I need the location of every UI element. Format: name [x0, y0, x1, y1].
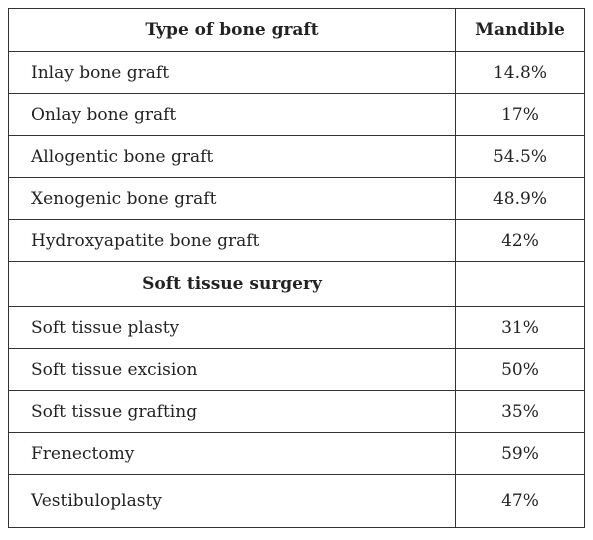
- row: Inlay bone graft 14.8%: [8, 51, 585, 94]
- label-cell: Soft tissue plasty: [8, 306, 456, 349]
- row: Soft tissue plasty 31%: [8, 306, 585, 349]
- header-row: Type of bone graft Mandible: [8, 8, 585, 52]
- table: Type of bone graft Mandible Inlay bone g…: [8, 8, 585, 528]
- value-cell: 14.8%: [455, 51, 585, 94]
- value-cell: 54.5%: [455, 135, 585, 178]
- value-cell: 42%: [455, 219, 585, 262]
- row: Onlay bone graft 17%: [8, 93, 585, 136]
- label-cell: Inlay bone graft: [8, 51, 456, 94]
- value-cell: 17%: [455, 93, 585, 136]
- header-cell: Mandible: [455, 8, 585, 52]
- value-cell: 50%: [455, 348, 585, 391]
- header-cell: Type of bone graft: [8, 8, 456, 52]
- row: Hydroxyapatite bone graft 42%: [8, 219, 585, 262]
- label-cell: Soft tissue grafting: [8, 390, 456, 433]
- label-cell: Onlay bone graft: [8, 93, 456, 136]
- section-row: Soft tissue surgery: [8, 261, 585, 307]
- section-cell: Soft tissue surgery: [8, 261, 456, 307]
- label-cell: Vestibuloplasty: [8, 474, 456, 528]
- empty-cell: [455, 261, 585, 307]
- value-cell: 35%: [455, 390, 585, 433]
- label-cell: Xenogenic bone graft: [8, 177, 456, 220]
- value-cell: 59%: [455, 432, 585, 475]
- row: Soft tissue excision 50%: [8, 348, 585, 391]
- row: Frenectomy 59%: [8, 432, 585, 475]
- value-cell: 48.9%: [455, 177, 585, 220]
- value-cell: 47%: [455, 474, 585, 528]
- row: Allogentic bone graft 54.5%: [8, 135, 585, 178]
- label-cell: Allogentic bone graft: [8, 135, 456, 178]
- label-cell: Frenectomy: [8, 432, 456, 475]
- row: Vestibuloplasty 47%: [8, 474, 585, 528]
- value-cell: 31%: [455, 306, 585, 349]
- label-cell: Hydroxyapatite bone graft: [8, 219, 456, 262]
- row: Soft tissue grafting 35%: [8, 390, 585, 433]
- row: Xenogenic bone graft 48.9%: [8, 177, 585, 220]
- label-cell: Soft tissue excision: [8, 348, 456, 391]
